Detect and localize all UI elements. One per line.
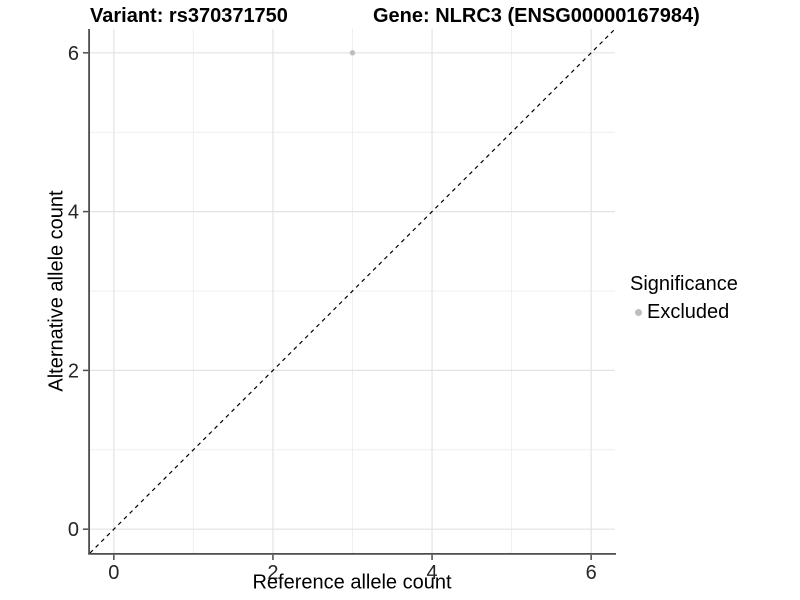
y-tick-label: 2 [68,360,79,382]
data-point [349,50,356,56]
x-tick-label: 0 [108,562,119,584]
legend-key [630,304,647,321]
legend: Significance Excluded [630,273,738,324]
plot-title-variant: Variant: rs370371750 [90,5,288,27]
x-tick-label: 6 [586,562,597,584]
y-tick-label: 0 [68,519,79,541]
excluded-point-icon [635,309,642,316]
legend-item-excluded: Excluded [630,301,738,324]
x-axis-title: Reference allele count [252,571,452,594]
y-tick-label: 6 [68,43,79,65]
y-axis-title: Alternative allele count [45,190,68,392]
legend-title: Significance [630,273,738,295]
legend-item-label: Excluded [647,301,730,323]
y-tick-label: 4 [68,202,79,224]
x-tick-label: 2 [267,562,278,584]
identity-line [89,28,616,554]
plot-title-gene: Gene: NLRC3 (ENSG00000167984) [373,5,700,27]
x-tick-label: 4 [426,562,437,584]
